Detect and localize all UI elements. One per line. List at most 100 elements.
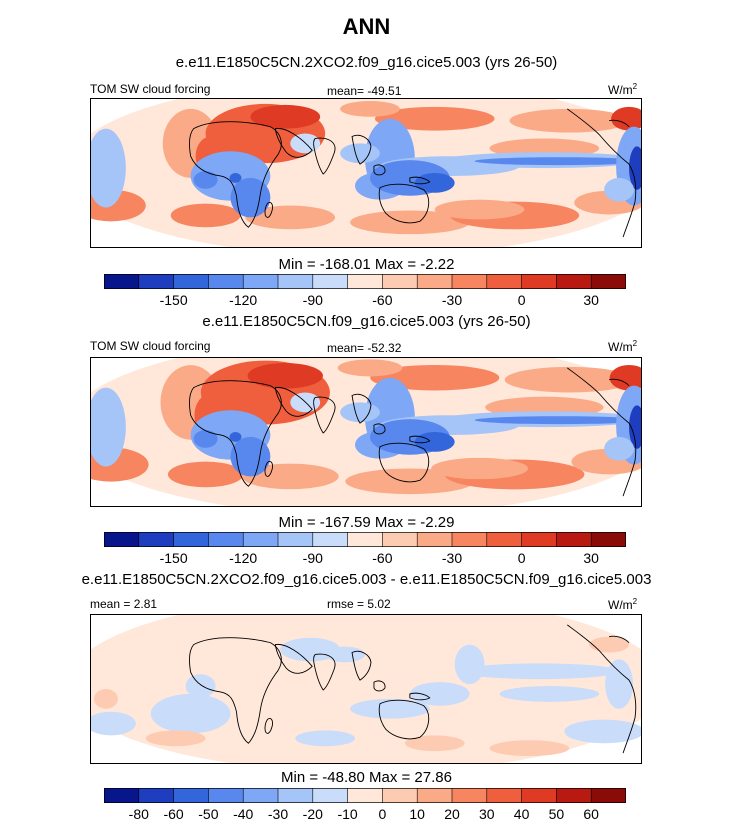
field-region	[414, 173, 455, 193]
field-region	[434, 199, 525, 220]
field-region	[145, 730, 206, 747]
field-region	[230, 177, 271, 218]
colorbar-swatch	[347, 788, 384, 803]
panel-3-colorbar-swatches	[104, 788, 626, 803]
field-region	[459, 663, 620, 680]
field-region	[229, 173, 242, 183]
colorbar-swatch	[312, 788, 349, 803]
panel-3-colorbar	[104, 788, 626, 803]
colorbar-tick: -120	[229, 292, 258, 308]
field-region	[167, 461, 244, 488]
field-region	[295, 730, 356, 747]
field-region	[230, 436, 271, 477]
coastline	[378, 442, 430, 483]
field-region	[340, 100, 400, 117]
colorbar-swatch	[521, 274, 558, 289]
colorbar-tick: -50	[198, 806, 219, 822]
colorbar-tick: -90	[302, 292, 323, 308]
colorbar-swatch	[104, 788, 140, 803]
panel-1-map	[90, 98, 642, 248]
colorbar-tick: -30	[267, 806, 289, 822]
panel-2-case-title: e.e11.E1850C5CN.f09_g16.cice5.003 (yrs 2…	[202, 313, 531, 330]
field-region	[604, 436, 635, 461]
panel-1-colorbar-swatches	[104, 274, 626, 289]
coastline	[566, 367, 637, 497]
colorbar-swatch	[104, 274, 140, 289]
colorbar-swatch	[138, 788, 175, 803]
field-region	[185, 674, 216, 698]
coastline	[566, 624, 637, 754]
colorbar-swatch	[451, 532, 488, 547]
panel-2-map	[90, 357, 642, 507]
colorbar-tick: 10	[409, 806, 425, 822]
coastline	[274, 128, 313, 158]
colorbar-swatch	[451, 788, 488, 803]
field-region	[280, 637, 341, 662]
coastline	[351, 650, 372, 681]
colorbar-swatch	[416, 532, 453, 547]
field-region	[605, 659, 634, 709]
coastline	[609, 119, 630, 127]
colorbar-swatch	[104, 532, 140, 547]
panel-2-minmax: Min = -167.59 Max = -2.29	[278, 514, 455, 531]
colorbar-swatch	[242, 788, 279, 803]
colorbar-swatch	[556, 788, 592, 803]
field-region	[245, 205, 336, 230]
coastline	[264, 717, 273, 734]
colorbar-frame	[104, 274, 626, 289]
panel-3-rmse-label: rmse = 5.02	[327, 597, 391, 611]
field-region	[193, 430, 218, 448]
coastline	[373, 680, 386, 692]
colorbar-tick: -80	[128, 806, 149, 822]
colorbar-tick: -40	[233, 806, 254, 822]
coastline	[351, 134, 372, 165]
colorbar-swatch	[382, 788, 418, 803]
colorbar-tick: -60	[372, 292, 393, 308]
colorbar-swatch	[416, 788, 453, 803]
field-region	[474, 416, 641, 425]
colorbar-swatch	[382, 532, 418, 547]
panel-3-mean-label: mean = 2.81	[90, 597, 158, 611]
panel-2-colorbar-ticks: -150 -120 -90 -60 -30 0 30	[104, 550, 626, 568]
colorbar-swatch	[277, 274, 314, 289]
panel-1-colorbar	[104, 274, 626, 289]
colorbar-tick: -20	[302, 806, 323, 822]
field-region	[414, 432, 455, 452]
panel-3-minmax: Min = -48.80 Max = 27.86	[281, 769, 452, 786]
colorbar-swatch	[242, 274, 279, 289]
coastline	[264, 460, 273, 477]
field-region	[193, 171, 218, 189]
colorbar-tick: -30	[441, 292, 463, 308]
coastline	[351, 393, 372, 424]
panel-3-units: W/m2	[608, 597, 638, 612]
field-region	[404, 735, 465, 752]
coastline	[609, 378, 630, 386]
colorbar-swatch	[173, 274, 210, 289]
colorbar-swatch	[347, 532, 384, 547]
colorbar-tick: 30	[479, 806, 495, 822]
colorbar-tick: -90	[302, 550, 323, 566]
colorbar-swatch	[486, 532, 523, 547]
field-region	[91, 387, 126, 467]
colorbar-frame	[104, 532, 626, 547]
colorbar-swatch	[521, 788, 558, 803]
colorbar-swatch	[138, 532, 175, 547]
coastline	[373, 164, 386, 176]
colorbar-swatch	[416, 274, 453, 289]
colorbar-tick: -150	[159, 550, 188, 566]
colorbar-swatch	[173, 532, 210, 547]
colorbar-tick: -30	[441, 550, 463, 566]
panel-1-units: W/m2	[608, 82, 638, 97]
colorbar-swatch	[208, 274, 244, 289]
panel-2-units: W/m2	[608, 339, 638, 354]
field-region	[474, 157, 641, 166]
coastline	[313, 653, 336, 691]
field-region	[93, 689, 118, 709]
field-region	[229, 432, 242, 442]
field-region	[629, 146, 641, 190]
colorbar-tick: 50	[548, 806, 565, 822]
field-region	[325, 646, 366, 663]
field-region	[454, 644, 485, 685]
colorbar-frame	[104, 788, 626, 803]
field-region	[589, 636, 630, 653]
